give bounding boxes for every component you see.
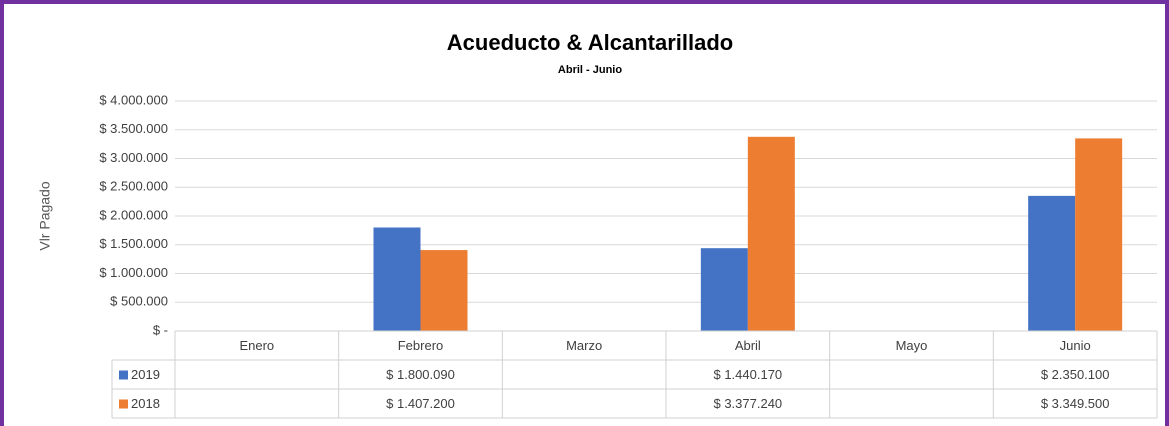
x-tick-label: Febrero [398,338,444,353]
y-tick-label: $ - [153,322,168,337]
table-value: $ 1.800.090 [386,367,455,382]
y-tick-label: $ 2.500.000 [99,179,168,194]
y-tick-label: $ 3.500.000 [99,121,168,136]
chart-subtitle: Abril - Junio [558,64,622,76]
bar [1075,138,1123,331]
table-value: $ 3.349.500 [1041,396,1110,411]
legend-label: 2019 [131,367,160,382]
y-tick-label: $ 2.000.000 [99,207,168,222]
table-value: $ 2.350.100 [1041,367,1110,382]
y-tick-label: $ 3.000.000 [99,150,168,165]
bar [700,248,748,331]
y-axis-label: Vlr Pagado [37,181,53,250]
bar [373,227,421,331]
table-value: $ 3.377.240 [713,396,782,411]
x-tick-label: Mayo [896,338,928,353]
x-tick-label: Marzo [566,338,602,353]
x-tick-label: Abril [735,338,761,353]
legend-key [119,399,128,409]
x-tick-label: Enero [239,338,274,353]
y-tick-label: $ 500.000 [110,294,168,309]
y-tick-label: $ 4.000.000 [99,92,168,107]
chart-title: Acueducto & Alcantarillado [447,30,733,55]
table-value: $ 1.440.170 [713,367,782,382]
y-tick-label: $ 1.000.000 [99,265,168,280]
x-tick-label: Junio [1060,338,1091,353]
bar [747,136,795,331]
bar [420,250,468,331]
legend-key [119,370,128,380]
legend-label: 2018 [131,396,160,411]
bar [1028,195,1076,331]
table-value: $ 1.407.200 [386,396,455,411]
y-tick-label: $ 1.500.000 [99,236,168,251]
